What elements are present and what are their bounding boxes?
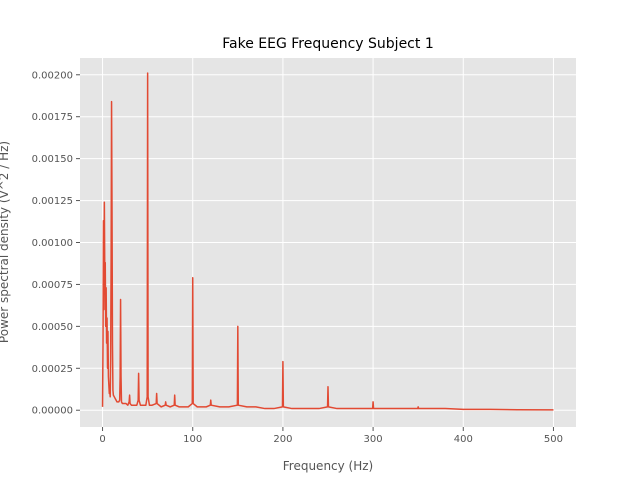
x-tick-label: 200 [273, 434, 292, 445]
y-tick-label: 0.00175 [32, 112, 73, 123]
y-tick-label: 0.00025 [32, 364, 73, 375]
y-tick-label: 0.00200 [32, 70, 73, 81]
grid-lines [80, 58, 576, 427]
psd-series-line [101, 72, 554, 411]
y-axis-ticks: 0.00000 0.00025 0.00050 0.00075 0.00100 0.001… [32, 70, 80, 417]
x-tick-label: 0 [99, 434, 105, 445]
series-group [101, 72, 554, 411]
y-tick-label: 0.00125 [32, 196, 73, 207]
y-tick-label: 0.00000 [32, 406, 73, 417]
x-tick-label: 300 [364, 434, 383, 445]
x-tick-label: 100 [183, 434, 202, 445]
y-axis-label: Power spectral density (V^2 / Hz) [0, 141, 11, 343]
y-tick-label: 0.00150 [32, 154, 73, 165]
y-tick-label: 0.00050 [32, 322, 73, 333]
chart-title: Fake EEG Frequency Subject 1 [222, 36, 433, 52]
x-axis-label: Frequency (Hz) [283, 459, 374, 473]
x-tick-label: 400 [454, 434, 473, 445]
y-tick-label: 0.00075 [32, 280, 73, 291]
x-axis-ticks: 0 100 200 300 400 500 [99, 427, 563, 445]
y-tick-label: 0.00100 [32, 238, 73, 249]
x-tick-label: 500 [544, 434, 563, 445]
